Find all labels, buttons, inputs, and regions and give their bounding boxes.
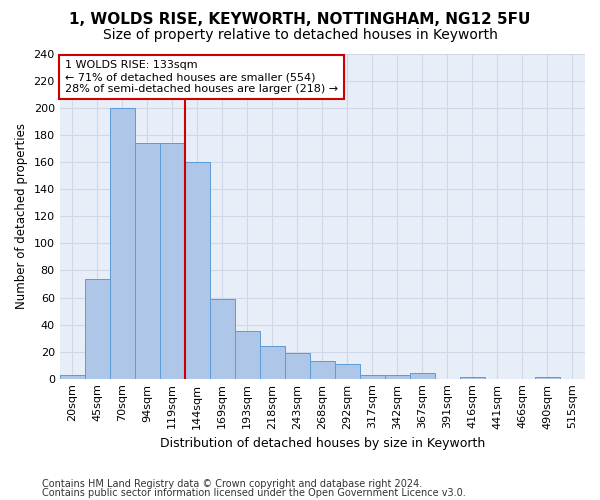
Bar <box>160 144 185 378</box>
Y-axis label: Number of detached properties: Number of detached properties <box>15 124 28 310</box>
Bar <box>110 108 135 378</box>
Text: Contains public sector information licensed under the Open Government Licence v3: Contains public sector information licen… <box>42 488 466 498</box>
Bar <box>410 374 435 378</box>
Bar <box>135 144 160 378</box>
Bar <box>59 374 85 378</box>
Text: Contains HM Land Registry data © Crown copyright and database right 2024.: Contains HM Land Registry data © Crown c… <box>42 479 422 489</box>
Bar <box>235 332 260 378</box>
Bar <box>185 162 210 378</box>
Bar <box>210 299 235 378</box>
X-axis label: Distribution of detached houses by size in Keyworth: Distribution of detached houses by size … <box>160 437 485 450</box>
Text: 1, WOLDS RISE, KEYWORTH, NOTTINGHAM, NG12 5FU: 1, WOLDS RISE, KEYWORTH, NOTTINGHAM, NG1… <box>70 12 530 28</box>
Text: 1 WOLDS RISE: 133sqm
← 71% of detached houses are smaller (554)
28% of semi-deta: 1 WOLDS RISE: 133sqm ← 71% of detached h… <box>65 60 338 94</box>
Bar <box>310 361 335 378</box>
Bar <box>85 278 110 378</box>
Bar <box>335 364 360 378</box>
Bar <box>360 374 385 378</box>
Bar <box>385 374 410 378</box>
Text: Size of property relative to detached houses in Keyworth: Size of property relative to detached ho… <box>103 28 497 42</box>
Bar <box>285 353 310 378</box>
Bar <box>260 346 285 378</box>
